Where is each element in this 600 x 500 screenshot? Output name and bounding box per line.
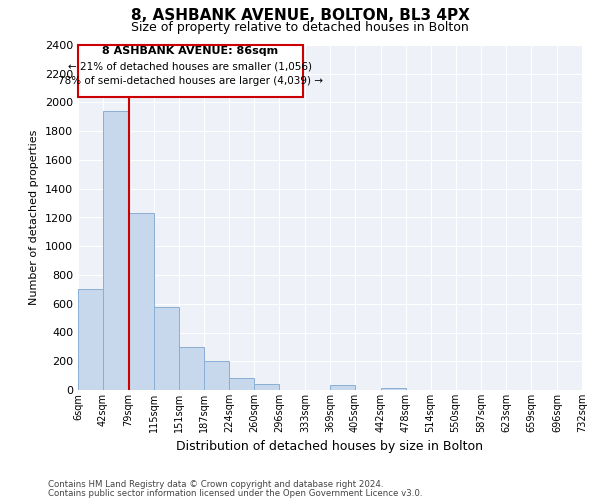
Text: Contains public sector information licensed under the Open Government Licence v3: Contains public sector information licen…	[48, 488, 422, 498]
Y-axis label: Number of detached properties: Number of detached properties	[29, 130, 40, 305]
Bar	[103, 111, 128, 390]
Text: 8, ASHBANK AVENUE, BOLTON, BL3 4PX: 8, ASHBANK AVENUE, BOLTON, BL3 4PX	[131, 8, 469, 22]
Text: Size of property relative to detached houses in Bolton: Size of property relative to detached ho…	[131, 21, 469, 34]
Bar	[330, 385, 355, 390]
Text: 78% of semi-detached houses are larger (4,039) →: 78% of semi-detached houses are larger (…	[58, 76, 323, 86]
Bar	[203, 361, 229, 390]
Bar	[128, 213, 154, 390]
Bar	[254, 384, 280, 390]
Bar	[229, 378, 254, 390]
Bar	[380, 388, 406, 390]
Text: 8 ASHBANK AVENUE: 86sqm: 8 ASHBANK AVENUE: 86sqm	[103, 46, 278, 56]
Bar	[154, 308, 179, 390]
Text: Contains HM Land Registry data © Crown copyright and database right 2024.: Contains HM Land Registry data © Crown c…	[48, 480, 383, 489]
Bar	[78, 45, 303, 96]
Text: ← 21% of detached houses are smaller (1,056): ← 21% of detached houses are smaller (1,…	[68, 61, 313, 71]
Bar	[78, 290, 103, 390]
Bar	[179, 347, 203, 390]
X-axis label: Distribution of detached houses by size in Bolton: Distribution of detached houses by size …	[176, 440, 484, 454]
